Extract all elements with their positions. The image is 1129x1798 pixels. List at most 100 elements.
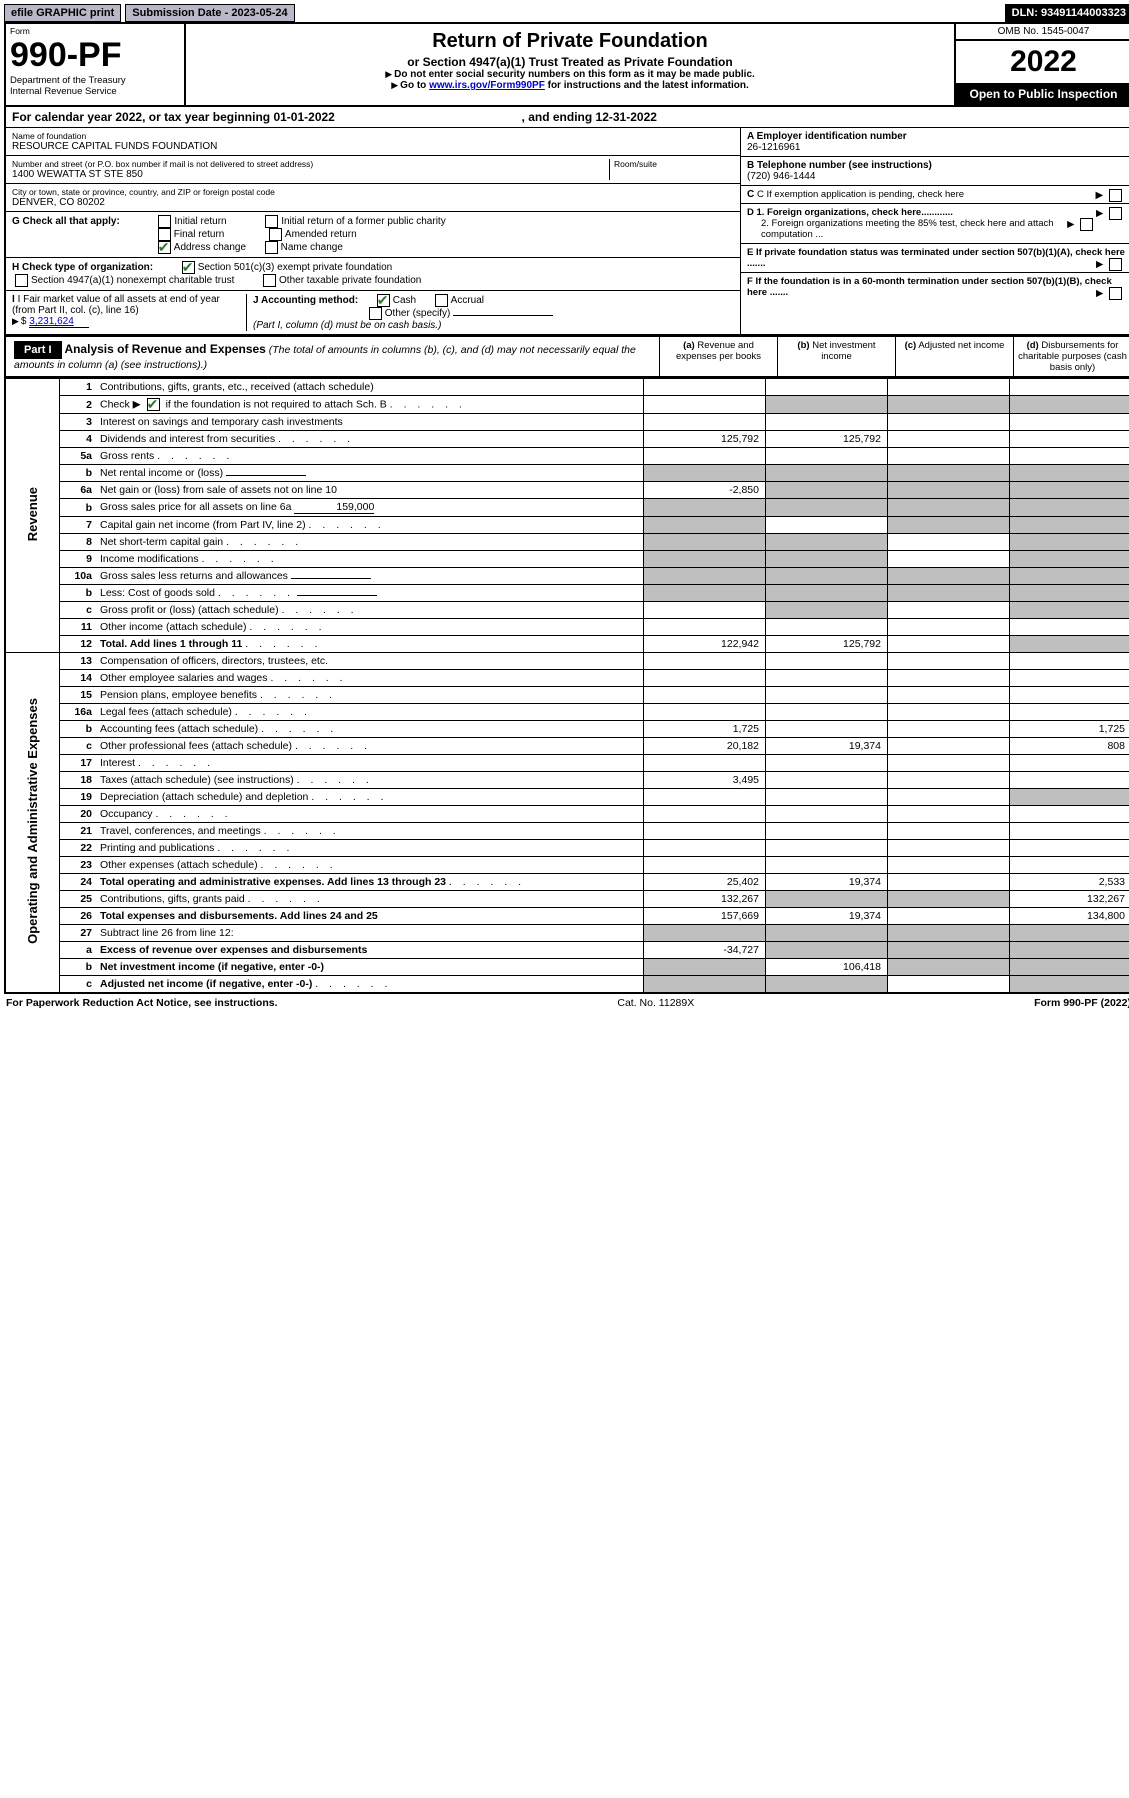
cell-b (766, 499, 888, 517)
submission-date: Submission Date - 2023-05-24 (125, 4, 294, 22)
irs-link[interactable]: www.irs.gov/Form990PF (429, 80, 545, 91)
table-row: 27Subtract line 26 from line 12: (5, 925, 1129, 942)
cell-a (644, 959, 766, 976)
line-description: Less: Cost of goods sold . . . . . . (96, 585, 644, 602)
col-d-head: (d) Disbursements for charitable purpose… (1014, 337, 1129, 376)
d-cell: D 1. Foreign organizations, check here..… (741, 204, 1129, 244)
cell-a (644, 653, 766, 670)
4947-checkbox[interactable] (15, 274, 28, 287)
cell-a (644, 602, 766, 619)
table-row: cAdjusted net income (if negative, enter… (5, 976, 1129, 994)
foreign-org-checkbox[interactable] (1109, 207, 1122, 220)
line-number: 26 (60, 908, 97, 925)
cell-d (1010, 431, 1129, 448)
cell-b: 106,418 (766, 959, 888, 976)
cell-b (766, 772, 888, 789)
cell-d (1010, 942, 1129, 959)
foreign-85-checkbox[interactable] (1080, 218, 1093, 231)
cell-d (1010, 840, 1129, 857)
cell-d (1010, 568, 1129, 585)
cell-a (644, 499, 766, 517)
cell-a: -2,850 (644, 482, 766, 499)
cell-a (644, 534, 766, 551)
col-a-head: (a) Revenue and expenses per books (660, 337, 778, 376)
fmv-link[interactable]: 3,231,624 (29, 316, 89, 328)
cell-a (644, 517, 766, 534)
cash-checkbox[interactable] (377, 294, 390, 307)
cell-c (888, 499, 1010, 517)
table-row: 12Total. Add lines 1 through 11 . . . . … (5, 636, 1129, 653)
table-row: 20Occupancy . . . . . . (5, 806, 1129, 823)
table-row: 17Interest . . . . . . (5, 755, 1129, 772)
cell-a (644, 396, 766, 414)
terminated-checkbox[interactable] (1109, 258, 1122, 271)
table-row: 7Capital gain net income (from Part IV, … (5, 517, 1129, 534)
cell-b (766, 721, 888, 738)
cell-a (644, 465, 766, 482)
cell-c (888, 414, 1010, 431)
line-number: c (60, 602, 97, 619)
entity-info: Name of foundation RESOURCE CAPITAL FUND… (4, 128, 1129, 336)
cell-a: 20,182 (644, 738, 766, 755)
line-description: Accounting fees (attach schedule) . . . … (96, 721, 644, 738)
accrual-checkbox[interactable] (435, 294, 448, 307)
line-description: Other expenses (attach schedule) . . . .… (96, 857, 644, 874)
cell-c (888, 636, 1010, 653)
cell-d (1010, 517, 1129, 534)
schb-checkbox[interactable] (147, 398, 160, 411)
cell-d: 132,267 (1010, 891, 1129, 908)
cell-a (644, 925, 766, 942)
name-change-checkbox[interactable] (265, 241, 278, 254)
cell-c (888, 840, 1010, 857)
calendar-year-row: For calendar year 2022, or tax year begi… (4, 107, 1129, 128)
line-description: Gross profit or (loss) (attach schedule)… (96, 602, 644, 619)
cell-d (1010, 465, 1129, 482)
efile-label: efile GRAPHIC print (4, 4, 121, 22)
cell-b (766, 585, 888, 602)
cell-b: 125,792 (766, 431, 888, 448)
cell-b (766, 465, 888, 482)
cell-c (888, 789, 1010, 806)
line-number: b (60, 959, 97, 976)
cell-b (766, 534, 888, 551)
cell-b (766, 568, 888, 585)
line-description: Gross sales less returns and allowances (96, 568, 644, 585)
other-method-checkbox[interactable] (369, 307, 382, 320)
form-header: Form 990-PF Department of the Treasury I… (4, 22, 1129, 107)
60month-checkbox[interactable] (1109, 287, 1122, 300)
table-row: 15Pension plans, employee benefits . . .… (5, 687, 1129, 704)
cell-d: 1,725 (1010, 721, 1129, 738)
line-number: 19 (60, 789, 97, 806)
table-row: Operating and Administrative Expenses13C… (5, 653, 1129, 670)
cell-b (766, 551, 888, 568)
revenue-label: Revenue (5, 379, 60, 653)
table-row: bAccounting fees (attach schedule) . . .… (5, 721, 1129, 738)
address-change-checkbox[interactable] (158, 241, 171, 254)
initial-former-checkbox[interactable] (265, 215, 278, 228)
501c3-checkbox[interactable] (182, 261, 195, 274)
g-check-cell: G Check all that apply: Initial return I… (6, 212, 740, 258)
cell-b (766, 806, 888, 823)
line-description: Compensation of officers, directors, tru… (96, 653, 644, 670)
amended-return-checkbox[interactable] (269, 228, 282, 241)
cell-c (888, 704, 1010, 721)
cell-d (1010, 448, 1129, 465)
exemption-pending-checkbox[interactable] (1109, 189, 1122, 202)
line-description: Total. Add lines 1 through 11 . . . . . … (96, 636, 644, 653)
cell-b (766, 517, 888, 534)
line-number: 4 (60, 431, 97, 448)
cell-a (644, 823, 766, 840)
foundation-name-cell: Name of foundation RESOURCE CAPITAL FUND… (6, 128, 740, 156)
line-number: 8 (60, 534, 97, 551)
cell-b (766, 857, 888, 874)
other-taxable-checkbox[interactable] (263, 274, 276, 287)
expenses-label: Operating and Administrative Expenses (5, 653, 60, 994)
line-number: b (60, 465, 97, 482)
initial-return-checkbox[interactable] (158, 215, 171, 228)
cell-c (888, 517, 1010, 534)
table-row: 18Taxes (attach schedule) (see instructi… (5, 772, 1129, 789)
cell-a (644, 448, 766, 465)
table-row: bGross sales price for all assets on lin… (5, 499, 1129, 517)
cell-d (1010, 670, 1129, 687)
cell-c (888, 585, 1010, 602)
